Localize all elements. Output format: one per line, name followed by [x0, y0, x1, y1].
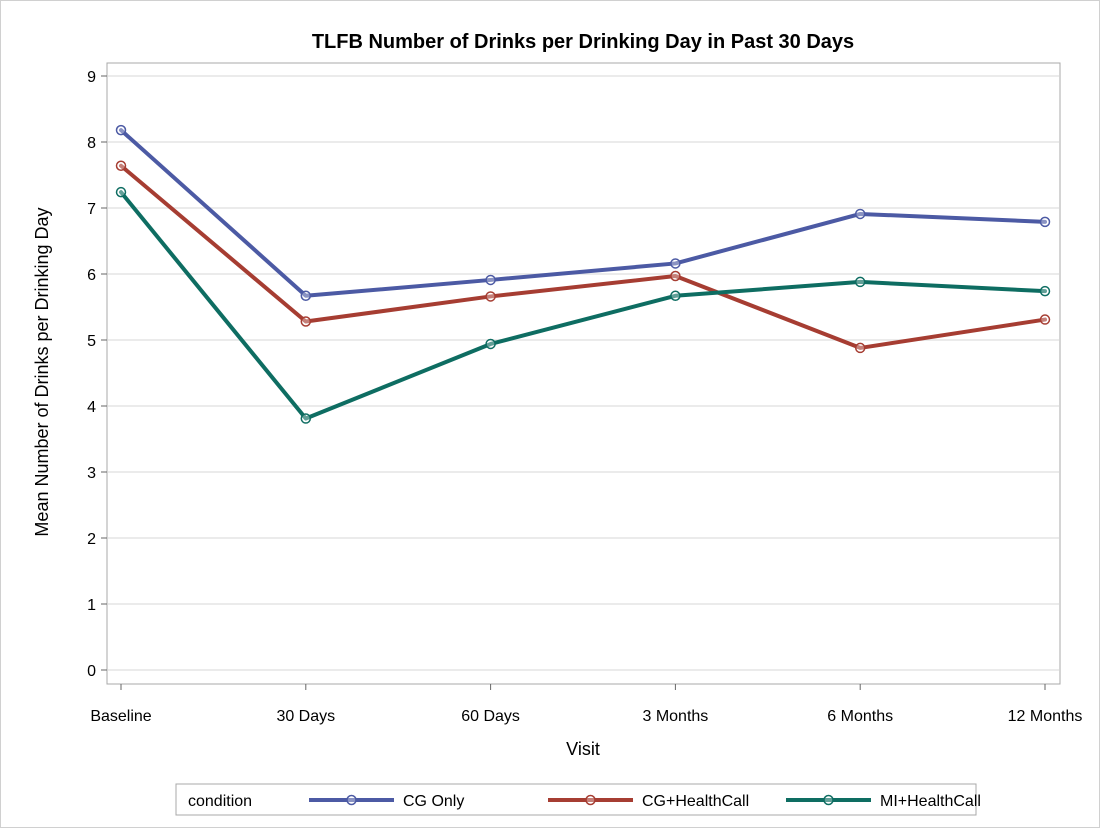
series-line [119, 128, 1047, 298]
legend-title: condition [188, 793, 252, 810]
plot-area [106, 62, 1061, 685]
legend-label: CG+HealthCall [642, 793, 749, 810]
x-tick-label: 6 Months [827, 708, 893, 725]
y-tick-label: 3 [87, 465, 96, 482]
data-point [485, 274, 496, 286]
legend-label: MI+HealthCall [880, 793, 981, 810]
y-tick-label: 0 [87, 663, 96, 680]
series-mi-healthcall [115, 186, 1051, 424]
legend-item: CG+HealthCall [548, 793, 749, 810]
data-point [115, 186, 127, 198]
x-tick-label: Baseline [90, 708, 151, 725]
legend-item: MI+HealthCall [786, 793, 981, 810]
chart-title: TLFB Number of Drinks per Drinking Day i… [312, 31, 854, 53]
gridlines [108, 75, 1059, 671]
data-point [670, 258, 681, 269]
legend-marker [823, 794, 834, 806]
data-point [854, 276, 866, 288]
data-point [1039, 216, 1051, 228]
legend: condition CG Only CG+HealthCall MI+HealthC… [175, 783, 981, 816]
series-cg-healthcall [115, 160, 1051, 354]
legend-marker [585, 794, 596, 806]
data-point [300, 413, 312, 424]
y-tick-label: 1 [87, 597, 96, 614]
data-point [485, 291, 496, 302]
data-point [300, 316, 312, 327]
y-tick-label: 2 [87, 531, 96, 548]
legend-items: CG Only CG+HealthCall MI+HealthCall [309, 793, 981, 810]
legend-item: CG Only [309, 793, 464, 810]
x-tick-label: 30 Days [276, 708, 335, 725]
legend-marker [346, 794, 357, 806]
series-cg-only [115, 124, 1051, 302]
data-point [1039, 314, 1051, 325]
data-point [854, 208, 866, 220]
data-point [854, 342, 866, 354]
data-point [300, 290, 312, 302]
data-point [485, 338, 496, 350]
series-layer [115, 124, 1051, 424]
data-point [115, 124, 127, 136]
y-tick-label: 6 [87, 267, 96, 284]
series-line [119, 190, 1047, 421]
data-point [670, 270, 681, 282]
y-tick-label: 7 [87, 201, 96, 218]
x-tick-label: 3 Months [642, 708, 708, 725]
x-axis-label: Visit [566, 739, 600, 759]
legend-label: CG Only [403, 793, 464, 810]
y-tick-label: 9 [87, 69, 96, 86]
data-point [1039, 285, 1051, 297]
x-tick-label: 60 Days [461, 708, 520, 725]
x-tick-label: 12 Months [1008, 708, 1083, 725]
x-axis: Baseline 30 Days 60 Days 3 Months 6 Months 12… [90, 684, 1082, 725]
y-tick-label: 4 [87, 399, 96, 416]
y-tick-label: 8 [87, 135, 96, 152]
y-axis-label: Mean Number of Drinks per Drinking Day [32, 207, 52, 536]
y-axis: 0 1 2 3 4 5 6 7 8 9 [87, 69, 107, 680]
y-tick-label: 5 [87, 333, 96, 350]
data-point [670, 290, 681, 302]
series-line [119, 163, 1047, 350]
data-point [115, 160, 127, 172]
